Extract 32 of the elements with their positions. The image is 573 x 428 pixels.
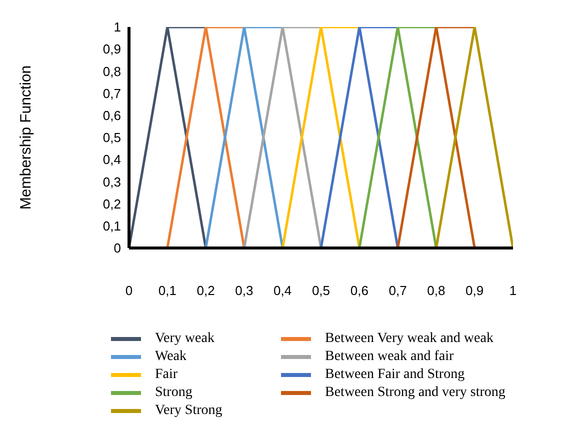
x-tick-label: 0,3 <box>235 283 254 298</box>
y-tick-label: 0,9 <box>102 42 121 57</box>
x-tick-label: 0,8 <box>427 283 446 298</box>
y-tick-label: 0,5 <box>102 130 121 146</box>
x-tick-label: 1 <box>509 283 517 298</box>
legend-label: Between Very weak and weak <box>325 331 494 347</box>
legend-label: Strong <box>155 385 192 401</box>
legend-label: Between Strong and very strong <box>325 385 506 401</box>
x-tick-label: 0,2 <box>196 283 215 298</box>
y-axis-title: Membership Function <box>17 65 34 210</box>
y-tick-label: 0,3 <box>102 174 121 190</box>
x-tick-label: 0,9 <box>466 283 484 298</box>
y-tick-label: 1 <box>114 20 121 35</box>
legend-label: Very Strong <box>155 403 222 419</box>
x-tick-label: 0,6 <box>350 283 368 298</box>
x-tick-label: 0,5 <box>312 283 330 298</box>
x-tick-label: 0 <box>125 283 133 298</box>
y-tick-label: 0,2 <box>102 196 121 212</box>
legend-label: Between Fair and Strong <box>325 367 465 383</box>
x-tick-label: 0,1 <box>158 283 176 298</box>
x-tick-label: 0,4 <box>274 283 292 298</box>
y-tick-label: 0,6 <box>102 108 121 124</box>
y-tick-label: 0,1 <box>102 218 121 234</box>
y-tick-label: 0,8 <box>102 64 121 79</box>
y-tick-label: 0,7 <box>102 86 121 101</box>
legend-label: Between weak and fair <box>325 349 454 365</box>
y-tick-label: 0 <box>114 240 121 256</box>
legend-label: Fair <box>155 367 178 383</box>
legend-label: Very weak <box>155 331 214 347</box>
legend-label: Weak <box>155 349 187 365</box>
x-tick-label: 0,7 <box>388 283 407 298</box>
y-tick-label: 0,4 <box>102 152 121 168</box>
